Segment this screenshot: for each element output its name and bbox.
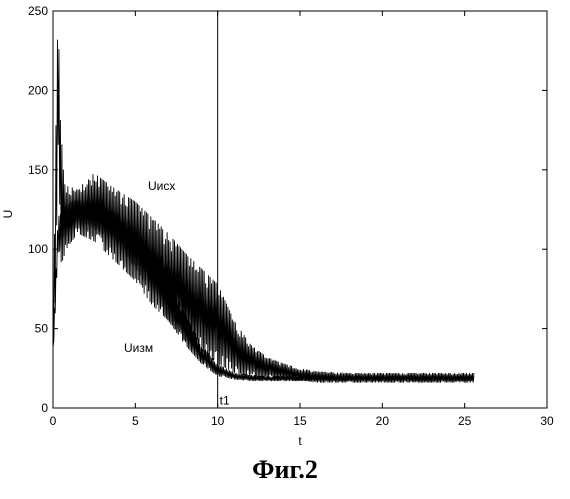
- annotation-u-izm: Uизм: [124, 341, 153, 355]
- x-tick-label: 15: [293, 414, 307, 428]
- series-layer: [53, 40, 474, 383]
- series-line-u-izm: [53, 198, 474, 381]
- y-axis-label: U: [1, 210, 15, 219]
- annotation-u-isx: Uисх: [148, 179, 175, 193]
- y-tick-label: 100: [28, 242, 48, 256]
- series-line-u-isx: [53, 40, 474, 383]
- y-tick-label: 250: [28, 4, 48, 18]
- t1-label: t1: [220, 393, 230, 407]
- y-tick-label: 150: [28, 163, 48, 177]
- x-tick-label: 0: [50, 414, 57, 428]
- x-tick-label: 5: [132, 414, 139, 428]
- x-axis-label: t: [298, 434, 302, 448]
- y-tick-label: 0: [41, 401, 48, 415]
- x-tick-label: 10: [211, 414, 225, 428]
- y-tick-label: 200: [28, 83, 48, 97]
- x-tick-label: 20: [376, 414, 390, 428]
- figure-caption: Фиг.2: [0, 455, 570, 485]
- y-tick-label: 50: [35, 322, 49, 336]
- x-tick-label: 30: [540, 414, 554, 428]
- x-tick-label: 25: [458, 414, 472, 428]
